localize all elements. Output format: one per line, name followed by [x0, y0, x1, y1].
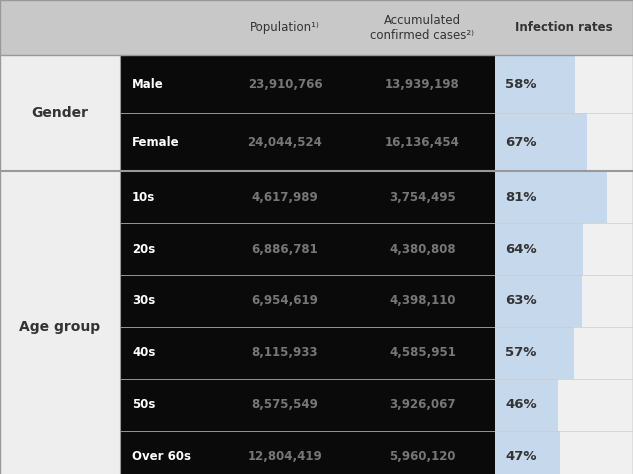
Text: 6,886,781: 6,886,781 — [252, 243, 318, 255]
Bar — [495, 327, 573, 379]
Text: 4,585,951: 4,585,951 — [389, 346, 456, 359]
Text: 16,136,454: 16,136,454 — [385, 136, 460, 148]
Text: 4,398,110: 4,398,110 — [389, 294, 456, 308]
Text: 8,115,933: 8,115,933 — [252, 346, 318, 359]
Text: Male: Male — [132, 78, 164, 91]
Text: 3,754,495: 3,754,495 — [389, 191, 456, 203]
Bar — [220, 223, 350, 275]
Bar — [220, 55, 350, 113]
Text: 4,380,808: 4,380,808 — [389, 243, 456, 255]
Bar — [0, 171, 120, 474]
Bar — [0, 55, 120, 171]
Bar — [495, 171, 607, 223]
Text: 46%: 46% — [505, 399, 537, 411]
Text: 13,939,198: 13,939,198 — [385, 78, 460, 91]
Text: Infection rates: Infection rates — [515, 21, 613, 34]
Bar — [120, 431, 220, 474]
Text: 3,926,067: 3,926,067 — [389, 399, 456, 411]
Bar — [495, 223, 584, 275]
Text: Population¹⁾: Population¹⁾ — [250, 21, 320, 34]
Bar — [495, 275, 582, 327]
Bar — [120, 171, 220, 223]
Text: 30s: 30s — [132, 294, 155, 308]
Text: 6,954,619: 6,954,619 — [251, 294, 318, 308]
Bar — [495, 379, 558, 431]
Bar — [120, 379, 220, 431]
Text: Female: Female — [132, 136, 180, 148]
Text: 50s: 50s — [132, 399, 155, 411]
Bar — [120, 55, 220, 113]
Text: Accumulated
confirmed cases²⁾: Accumulated confirmed cases²⁾ — [370, 13, 475, 42]
Text: 8,575,549: 8,575,549 — [251, 399, 318, 411]
Text: 40s: 40s — [132, 346, 155, 359]
Text: Age group: Age group — [20, 320, 101, 334]
Text: 57%: 57% — [505, 346, 536, 359]
Bar — [120, 327, 220, 379]
Bar — [220, 431, 350, 474]
Text: 47%: 47% — [505, 450, 537, 464]
Bar — [120, 223, 220, 275]
Text: Over 60s: Over 60s — [132, 450, 191, 464]
Bar — [350, 55, 495, 113]
Bar — [220, 275, 350, 327]
Bar — [220, 171, 350, 223]
Text: 20s: 20s — [132, 243, 155, 255]
Bar — [350, 223, 495, 275]
Text: 81%: 81% — [505, 191, 537, 203]
Bar — [350, 275, 495, 327]
Bar — [350, 431, 495, 474]
Bar — [220, 113, 350, 171]
Bar — [350, 379, 495, 431]
Bar — [120, 275, 220, 327]
Bar — [220, 327, 350, 379]
Text: 23,910,766: 23,910,766 — [248, 78, 322, 91]
Bar — [350, 113, 495, 171]
Text: Gender: Gender — [32, 106, 89, 120]
Text: 67%: 67% — [505, 136, 537, 148]
Bar — [495, 55, 575, 113]
Text: 10s: 10s — [132, 191, 155, 203]
Text: 58%: 58% — [505, 78, 537, 91]
Text: 12,804,419: 12,804,419 — [248, 450, 322, 464]
Bar — [0, 0, 633, 55]
Text: 4,617,989: 4,617,989 — [252, 191, 318, 203]
Bar — [350, 171, 495, 223]
Text: 64%: 64% — [505, 243, 537, 255]
Text: 5,960,120: 5,960,120 — [389, 450, 456, 464]
Bar — [495, 113, 587, 171]
Bar — [120, 113, 220, 171]
Bar — [220, 379, 350, 431]
Bar — [350, 327, 495, 379]
Text: 63%: 63% — [505, 294, 537, 308]
Bar — [495, 431, 560, 474]
Text: 24,044,524: 24,044,524 — [248, 136, 322, 148]
